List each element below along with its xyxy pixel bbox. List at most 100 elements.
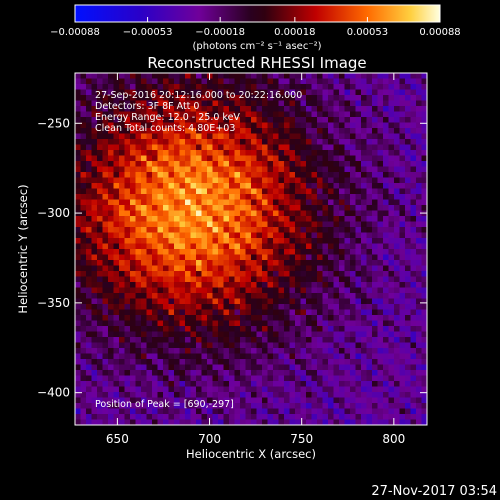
heatmap-cell [218, 111, 224, 118]
heatmap-cell [80, 331, 87, 338]
heatmap-cell [146, 359, 153, 365]
heatmap-cell [141, 95, 147, 101]
heatmap-cell [278, 260, 285, 266]
heatmap-cell [86, 243, 92, 250]
heatmap-cell [80, 73, 87, 79]
heatmap-cell [278, 106, 285, 112]
heatmap-cell [284, 144, 290, 151]
heatmap-cell [218, 276, 224, 283]
heatmap-cell [223, 337, 230, 343]
heatmap-cell [163, 199, 169, 206]
heatmap-cell [361, 177, 367, 184]
heatmap-cell [108, 177, 114, 184]
heatmap-cell [91, 309, 98, 316]
heatmap-cell [372, 84, 378, 90]
heatmap-cell [75, 194, 81, 200]
heatmap-cell [284, 183, 290, 189]
heatmap-cell [185, 397, 191, 404]
heatmap-cell [130, 337, 136, 343]
heatmap-cell [130, 238, 136, 244]
heatmap-cell [223, 238, 230, 244]
heatmap-cell [119, 265, 125, 272]
heatmap-cell [240, 111, 246, 118]
heatmap-cell [245, 106, 252, 112]
heatmap-cell [278, 243, 285, 250]
heatmap-cell [361, 210, 367, 217]
heatmap-cell [80, 419, 87, 426]
heatmap-cell [355, 243, 362, 250]
heatmap-cell [339, 249, 345, 255]
heatmap-cell [91, 232, 98, 239]
heatmap-cell [119, 337, 125, 343]
heatmap-cell [361, 238, 367, 244]
heatmap-cell [179, 326, 186, 332]
heatmap-cell [267, 139, 274, 145]
heatmap-cell [399, 144, 406, 151]
heatmap-cell [212, 315, 219, 321]
heatmap-cell [383, 100, 389, 107]
heatmap-cell [196, 161, 202, 167]
heatmap-cell [284, 89, 290, 96]
heatmap-cell [102, 282, 109, 288]
heatmap-cell [317, 370, 323, 376]
heatmap-cell [124, 265, 131, 272]
heatmap-cell [97, 188, 103, 195]
heatmap-cell [168, 172, 175, 178]
heatmap-cell [97, 331, 103, 338]
heatmap-cell [366, 177, 373, 184]
heatmap-cell [86, 392, 92, 398]
heatmap-cell [168, 419, 175, 426]
x-tick-label: 750 [290, 432, 313, 446]
heatmap-cell [267, 260, 274, 266]
heatmap-cell [174, 150, 180, 156]
heatmap-cell [289, 370, 296, 376]
heatmap-cell [113, 78, 120, 85]
heatmap-cell [372, 166, 378, 173]
heatmap-cell [394, 128, 400, 134]
heatmap-cell [212, 78, 219, 85]
heatmap-cell [179, 89, 186, 96]
heatmap-cell [256, 414, 263, 420]
heatmap-cell [383, 287, 389, 294]
heatmap-cell [179, 183, 186, 189]
heatmap-cell [190, 106, 197, 112]
heatmap-cell [174, 139, 180, 145]
heatmap-cell [86, 282, 92, 288]
heatmap-cell [119, 188, 125, 195]
heatmap-cell [394, 271, 400, 277]
heatmap-cell [108, 271, 114, 277]
heatmap-cell [333, 408, 340, 415]
heatmap-cell [295, 210, 301, 217]
heatmap-cell [295, 199, 301, 206]
heatmap-cell [366, 386, 373, 393]
heatmap-cell [311, 293, 318, 299]
heatmap-cell [245, 342, 252, 349]
heatmap-cell [157, 139, 164, 145]
heatmap-cell [383, 205, 389, 211]
heatmap-cell [212, 397, 219, 404]
heatmap-cell [234, 331, 241, 338]
heatmap-cell [207, 397, 213, 404]
heatmap-cell [383, 298, 389, 305]
heatmap-cell [97, 293, 103, 299]
heatmap-cell [223, 249, 230, 255]
heatmap-cell [416, 260, 422, 266]
heatmap-cell [361, 139, 367, 145]
heatmap-cell [207, 199, 213, 206]
heatmap-cell [135, 260, 142, 266]
heatmap-cell [278, 150, 285, 156]
heatmap-cell [333, 128, 340, 134]
heatmap-cell [119, 205, 125, 211]
heatmap-cell [168, 216, 175, 222]
heatmap-cell [328, 177, 334, 184]
heatmap-cell [284, 282, 290, 288]
heatmap-cell [339, 254, 345, 261]
heatmap-cell [80, 100, 87, 107]
heatmap-cell [229, 95, 235, 101]
heatmap-cell [410, 254, 417, 261]
heatmap-cell [328, 331, 334, 338]
heatmap-cell [201, 199, 208, 206]
heatmap-cell [218, 419, 224, 426]
heatmap-cell [278, 139, 285, 145]
heatmap-cell [278, 73, 285, 79]
